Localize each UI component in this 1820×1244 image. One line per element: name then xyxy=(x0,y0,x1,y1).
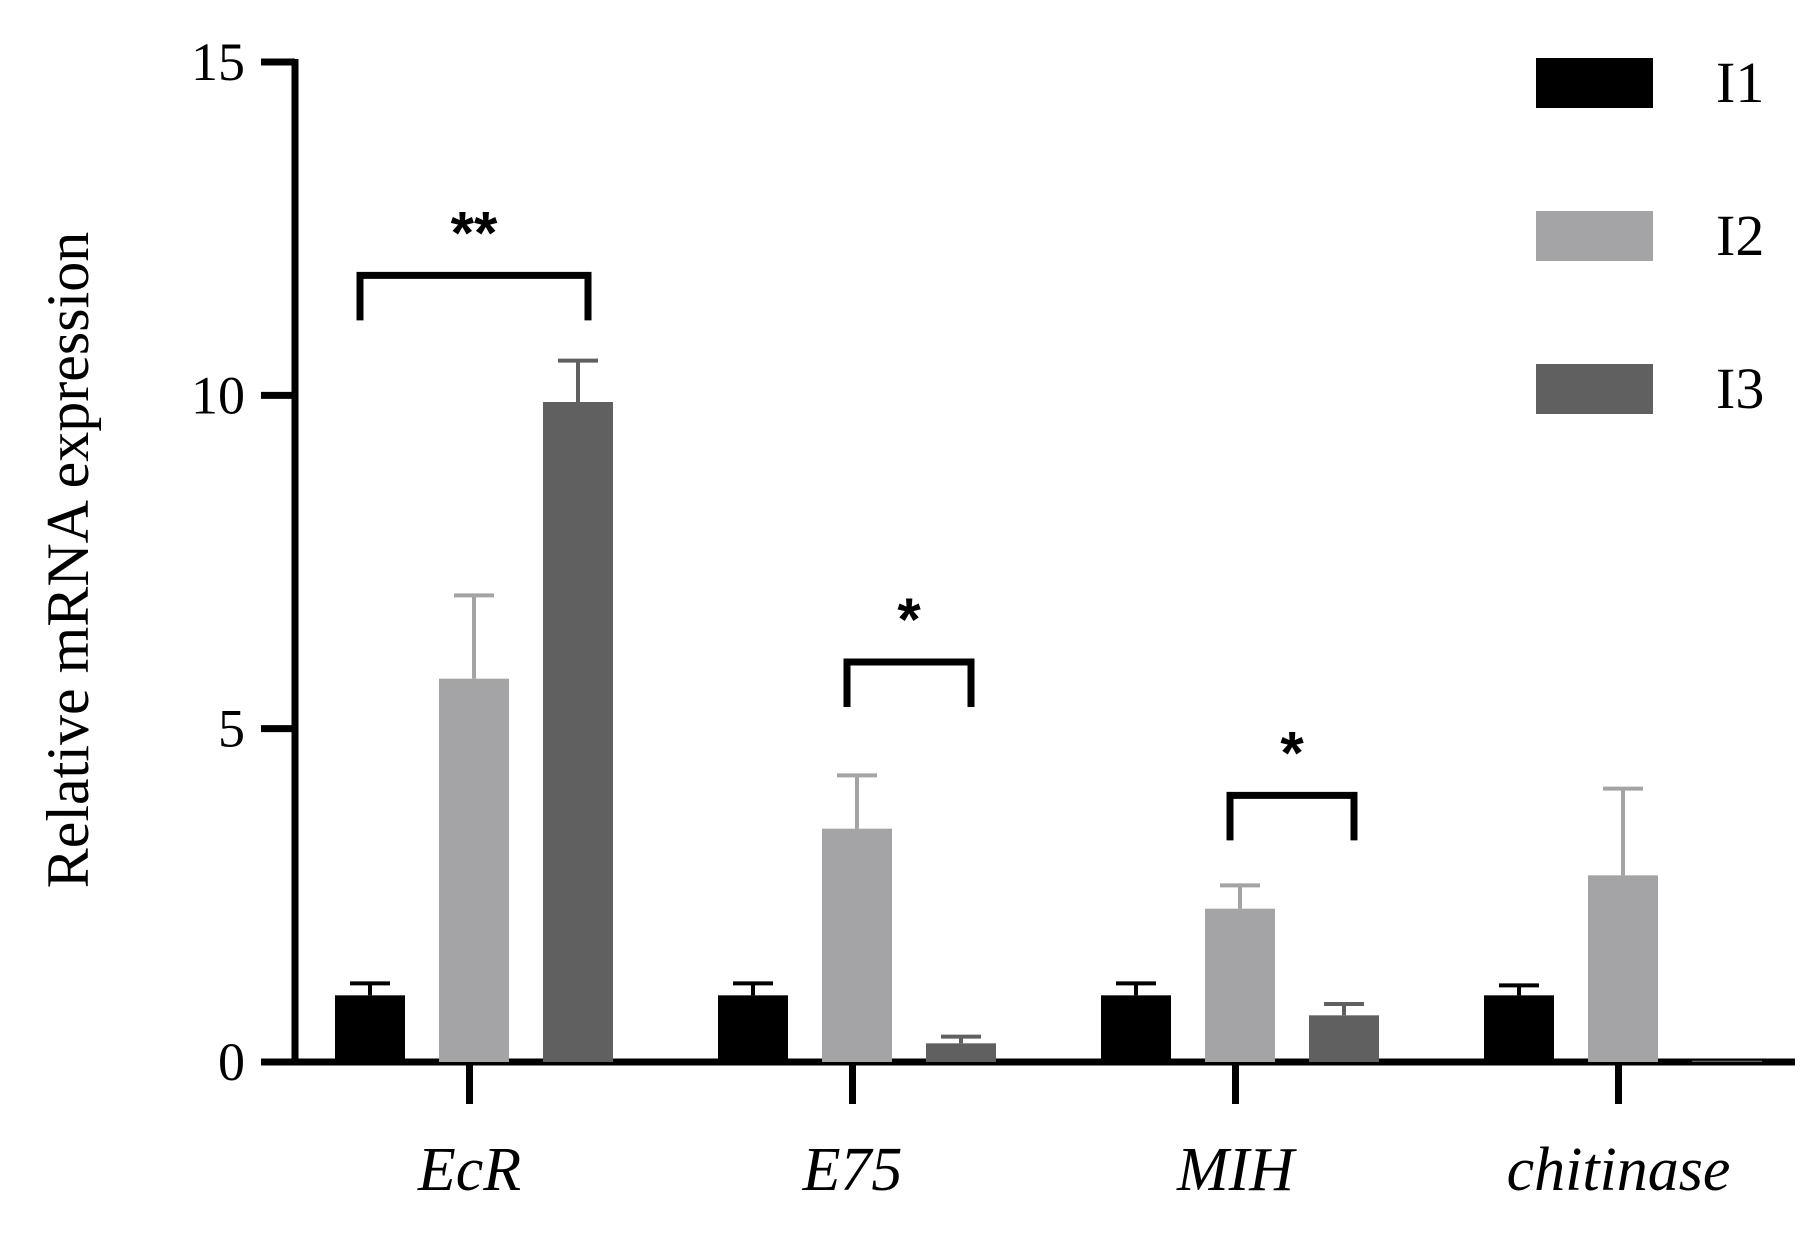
legend-swatch-i1 xyxy=(1536,58,1653,108)
legend-swatch-i2 xyxy=(1536,211,1653,261)
x-category-label: E75 xyxy=(802,1136,903,1204)
significance-bracket xyxy=(843,658,975,707)
significance-label: * xyxy=(1280,719,1304,786)
significance-label: ** xyxy=(451,199,498,266)
axes: 0 5 10 15 EcR E75 MIH chitinase xyxy=(191,32,1795,1204)
y-tick-label: 10 xyxy=(191,365,245,425)
significance-bracket xyxy=(1226,791,1358,841)
x-category-label: MIH xyxy=(1176,1136,1297,1204)
significance-label: * xyxy=(897,586,921,653)
bar-i1-e75 xyxy=(718,995,788,1062)
y-axis-title: Relative mRNA expression xyxy=(35,232,101,889)
legend-label-i2: I2 xyxy=(1716,203,1764,268)
y-tick-label: 15 xyxy=(191,32,245,92)
legend: I1 I2 I3 xyxy=(1536,50,1764,421)
bar-i1-ecr xyxy=(335,995,405,1062)
significance-bracket xyxy=(356,271,592,321)
y-tick-label: 0 xyxy=(218,1032,245,1092)
significance-markers: **** xyxy=(356,199,1358,841)
legend-label-i3: I3 xyxy=(1716,356,1764,421)
bar-i2-mih xyxy=(1205,908,1275,1062)
legend-swatch-i3 xyxy=(1536,364,1653,414)
bar-i2-chitinase xyxy=(1588,875,1658,1062)
bar-i3-ecr xyxy=(543,402,613,1062)
bar-i3-chitinase xyxy=(1692,1060,1762,1062)
x-category-label: chitinase xyxy=(1507,1136,1731,1204)
legend-label-i1: I1 xyxy=(1716,50,1764,115)
bar-i3-e75 xyxy=(926,1043,996,1062)
bars xyxy=(335,358,1762,1062)
bar-i2-e75 xyxy=(822,828,892,1062)
bar-i1-mih xyxy=(1101,995,1171,1062)
y-tick-label: 5 xyxy=(218,699,245,759)
bar-i3-mih xyxy=(1309,1015,1379,1062)
x-category-label: EcR xyxy=(417,1136,521,1204)
bar-i2-ecr xyxy=(439,678,509,1062)
bar-i1-chitinase xyxy=(1484,995,1554,1062)
